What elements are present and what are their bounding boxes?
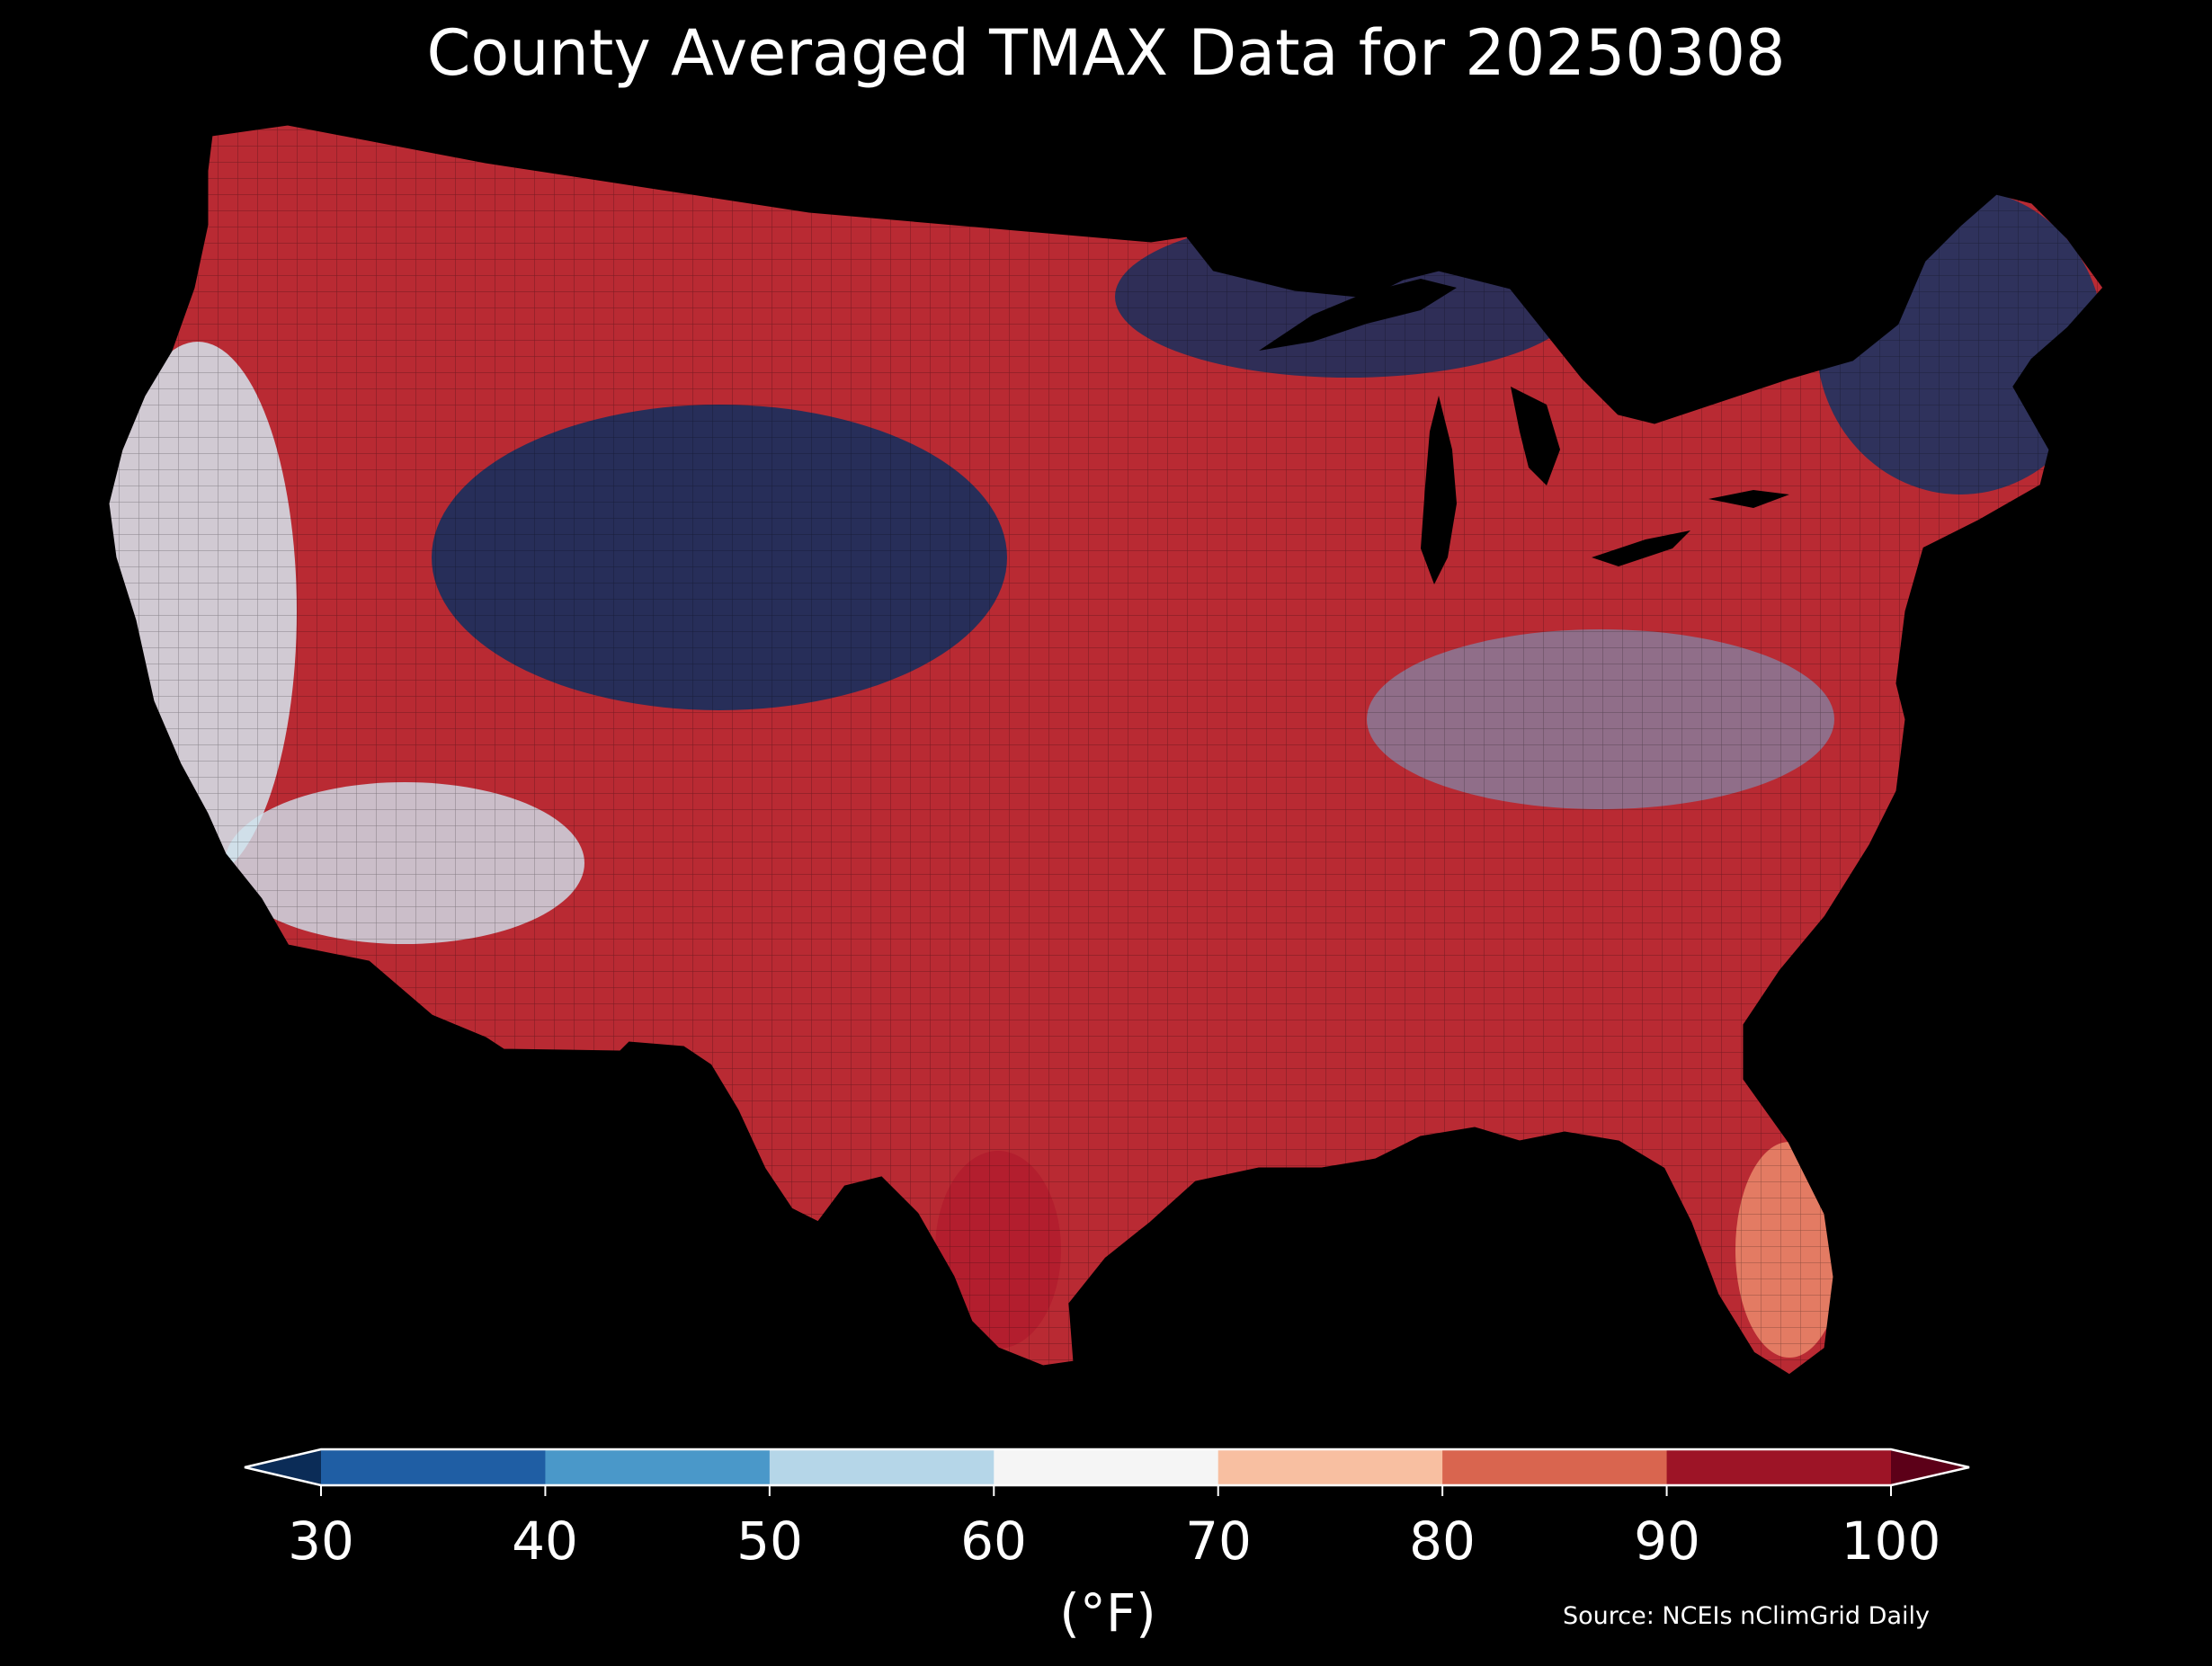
source-credit: Source: NCEIs nClimGrid Daily [1563,1602,1930,1630]
lake-huron [1511,387,1560,486]
lake-superior [1259,279,1457,351]
colorbar-tick-label: 100 [1841,1510,1941,1572]
us-county-map [106,122,2106,1377]
colorbar-tick-label: 50 [736,1510,803,1572]
colorbar-tick-label: 80 [1409,1510,1476,1572]
colorbar-tick-label: 90 [1634,1510,1700,1572]
colorbar-tick-label: 30 [288,1510,354,1572]
map-title: County Averaged TMAX Data for 20250308 [426,16,1786,90]
lake-ontario [1708,490,1789,508]
colorbar-bin [321,1449,546,1485]
colorbar-bin [1442,1449,1668,1485]
colorbar-bin [1666,1449,1892,1485]
colorbar-extend-low [245,1449,321,1485]
colorbar-unit-label: (°F) [1059,1582,1156,1644]
colorbar-bin [769,1449,995,1485]
colorbar-tick-label: 70 [1185,1510,1252,1572]
colorbar-tick-label: 60 [960,1510,1027,1572]
lake-michigan [1421,396,1457,584]
colorbar-bin [1217,1449,1443,1485]
colorbar-bin [994,1449,1219,1485]
colorbar-extend-high [1891,1449,1969,1485]
colorbar-bin [545,1449,771,1485]
lake-erie [1592,530,1690,566]
colorbar-tick-label: 40 [512,1510,578,1572]
